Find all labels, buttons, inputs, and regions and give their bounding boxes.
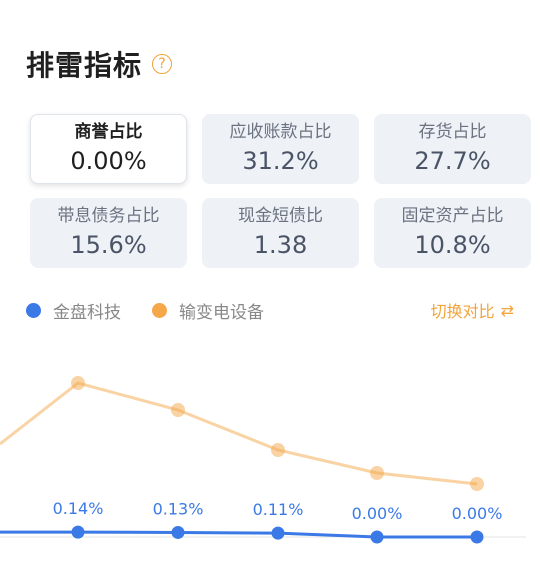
trend-line-chart: 0.14% 0.13% 0.11% 0.00% 0.00% [0, 376, 526, 544]
data-label: 0.00% [352, 504, 403, 523]
series-company-point [370, 530, 384, 544]
switch-compare-button[interactable]: 切换对比 ⇄ [431, 298, 514, 322]
data-label: 0.14% [53, 499, 104, 518]
metric-card-receivables[interactable]: 应收账款占比 31.2% [202, 114, 359, 184]
metric-card-cash-short-debt[interactable]: 现金短债比 1.38 [202, 198, 359, 268]
metric-value: 27.7% [414, 146, 491, 175]
metric-value: 1.38 [253, 230, 308, 259]
series-industry-point [370, 466, 384, 480]
metric-label: 现金短债比 [238, 206, 323, 227]
switch-compare-label: 切换对比 [430, 302, 495, 321]
data-label: 0.11% [253, 500, 304, 519]
data-label: 0.00% [452, 504, 503, 523]
legend-industry[interactable]: 输变电设备 [152, 298, 264, 323]
legend-dot-industry [152, 303, 167, 318]
legend-company-name: 金盘科技 [53, 303, 121, 323]
chart-legend: 金盘科技 输变电设备 切换对比 ⇄ [26, 298, 514, 324]
metric-value: 15.6% [70, 230, 147, 259]
series-company-point [271, 526, 285, 540]
metrics-grid: 商誉占比 0.00% 应收账款占比 31.2% 存货占比 27.7% 带息债务占… [30, 114, 531, 268]
series-industry-point [470, 477, 484, 491]
series-company-point [71, 525, 85, 539]
legend-company[interactable]: 金盘科技 [26, 298, 121, 323]
title-row: 排雷指标 ? [26, 44, 173, 84]
switch-icon: ⇄ [500, 300, 514, 320]
metric-card-inventory[interactable]: 存货占比 27.7% [374, 114, 531, 184]
series-company-point [171, 525, 185, 539]
metric-card-fixed-assets[interactable]: 固定资产占比 10.8% [374, 198, 531, 268]
metric-label: 应收账款占比 [229, 122, 332, 143]
series-company-point [470, 530, 484, 544]
page-title: 排雷指标 [26, 49, 143, 82]
metric-label: 商誉占比 [74, 122, 143, 143]
data-label: 0.13% [153, 499, 204, 518]
metric-card-interest-debt[interactable]: 带息债务占比 15.6% [30, 198, 187, 268]
series-industry-point [71, 376, 85, 390]
help-icon[interactable]: ? [152, 54, 173, 74]
series-industry-line [0, 381, 478, 486]
metric-value: 31.2% [242, 146, 319, 175]
metric-label: 带息债务占比 [57, 206, 160, 227]
series-company-line [0, 530, 477, 539]
metric-label: 存货占比 [418, 122, 487, 143]
series-industry-point [171, 403, 185, 417]
metric-value: 10.8% [414, 230, 491, 259]
legend-industry-name: 输变电设备 [179, 303, 264, 323]
metric-card-goodwill[interactable]: 商誉占比 0.00% [30, 114, 187, 184]
metric-value: 0.00% [70, 146, 147, 175]
series-industry-point [271, 443, 285, 457]
legend-dot-company [26, 303, 41, 318]
metric-label: 固定资产占比 [401, 206, 504, 227]
